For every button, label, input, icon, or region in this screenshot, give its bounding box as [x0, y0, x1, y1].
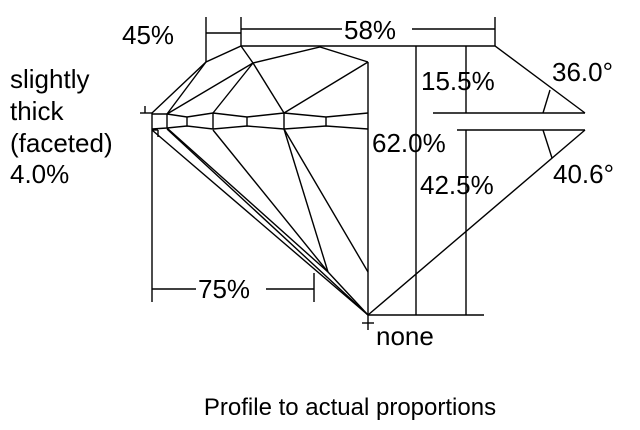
pavilion-depth-label: 42.5%	[420, 170, 494, 200]
lower-half-label: 75%	[198, 274, 250, 304]
girdle-percent-label: 4.0%	[10, 159, 69, 189]
girdle-label-line3: (faceted)	[10, 128, 113, 158]
crown-angle-label: 36.0°	[552, 57, 613, 87]
dimension-lines	[140, 17, 496, 330]
girdle-label-line1: slightly	[10, 64, 89, 94]
diamond-outline	[151, 45, 586, 316]
culet-label: none	[376, 321, 434, 351]
pavilion-angle-label: 40.6°	[553, 159, 614, 189]
crown-height-label: 45%	[122, 20, 174, 50]
table-percent-label: 58%	[344, 15, 396, 45]
caption: Profile to actual proportions	[204, 394, 496, 421]
total-depth-label: 62.0%	[372, 128, 446, 158]
crown-depth-label: 15.5%	[421, 66, 495, 96]
girdle-label-line2: thick	[10, 96, 64, 126]
